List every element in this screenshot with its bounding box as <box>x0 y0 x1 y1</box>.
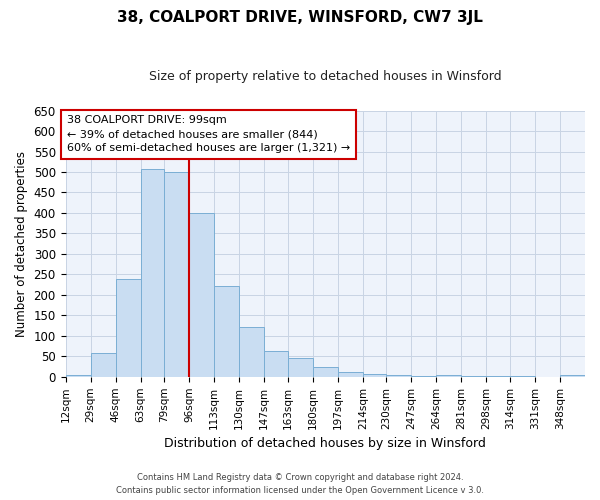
Bar <box>363 374 386 377</box>
Bar <box>338 372 363 377</box>
Bar <box>412 376 436 377</box>
Bar <box>461 376 487 377</box>
Text: 38, COALPORT DRIVE, WINSFORD, CW7 3JL: 38, COALPORT DRIVE, WINSFORD, CW7 3JL <box>117 10 483 25</box>
Bar <box>214 286 239 377</box>
Y-axis label: Number of detached properties: Number of detached properties <box>15 150 28 336</box>
Bar <box>65 375 91 377</box>
X-axis label: Distribution of detached houses by size in Winsford: Distribution of detached houses by size … <box>164 437 486 450</box>
Bar <box>239 328 264 377</box>
Bar <box>510 376 535 377</box>
Bar <box>313 366 338 377</box>
Bar <box>189 213 214 377</box>
Bar <box>560 375 585 377</box>
Bar <box>116 278 140 377</box>
Bar <box>164 172 189 377</box>
Bar <box>91 354 116 377</box>
Bar <box>436 375 461 377</box>
Text: Contains HM Land Registry data © Crown copyright and database right 2024.
Contai: Contains HM Land Registry data © Crown c… <box>116 474 484 495</box>
Bar <box>288 358 313 377</box>
Bar <box>140 169 164 377</box>
Bar <box>264 352 288 377</box>
Title: Size of property relative to detached houses in Winsford: Size of property relative to detached ho… <box>149 70 502 83</box>
Text: 38 COALPORT DRIVE: 99sqm
← 39% of detached houses are smaller (844)
60% of semi-: 38 COALPORT DRIVE: 99sqm ← 39% of detach… <box>67 116 350 154</box>
Bar <box>386 375 412 377</box>
